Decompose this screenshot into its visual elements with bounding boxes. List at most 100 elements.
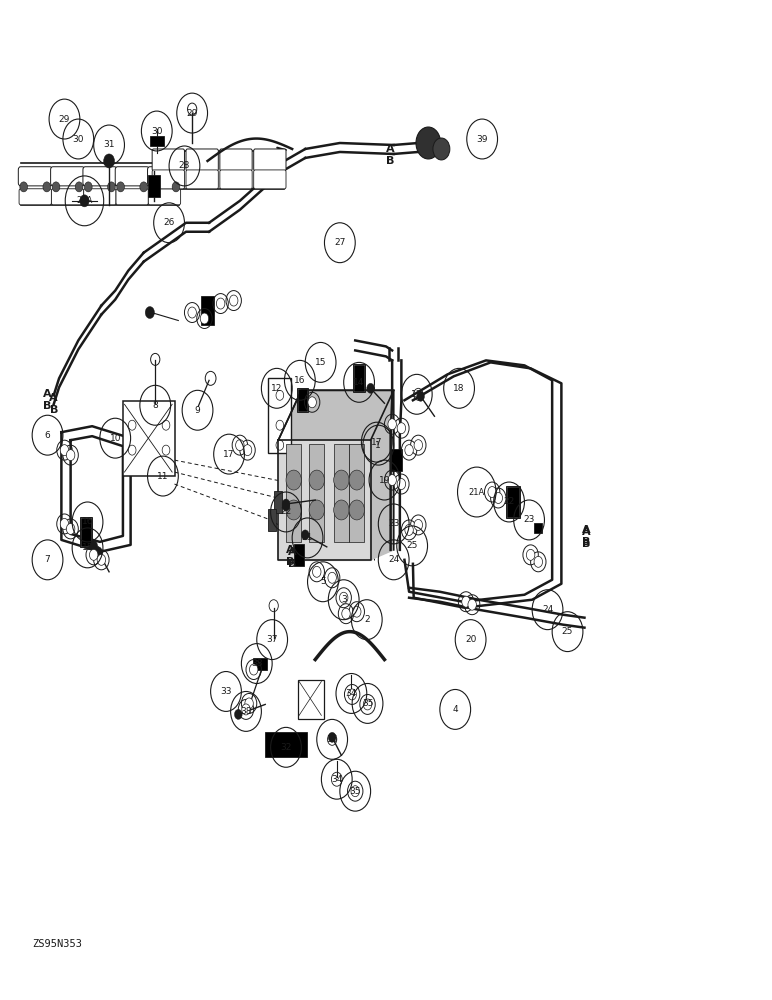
Text: 37: 37 — [266, 635, 278, 644]
Text: A: A — [581, 527, 591, 537]
Bar — [296, 388, 307, 412]
Bar — [150, 136, 164, 146]
Text: 2: 2 — [364, 615, 370, 624]
Text: 13: 13 — [411, 390, 422, 399]
Bar — [147, 175, 160, 197]
Text: 19: 19 — [379, 476, 390, 485]
Bar — [506, 487, 519, 517]
Circle shape — [43, 182, 51, 192]
Bar — [506, 486, 520, 518]
Text: 5: 5 — [320, 577, 326, 586]
Text: 15: 15 — [315, 358, 327, 367]
FancyBboxPatch shape — [220, 170, 252, 189]
Circle shape — [80, 195, 89, 207]
Text: B: B — [43, 401, 52, 411]
Circle shape — [140, 182, 147, 192]
Text: 16: 16 — [82, 517, 93, 526]
Circle shape — [90, 541, 97, 551]
Circle shape — [348, 689, 357, 700]
Circle shape — [351, 786, 360, 797]
Circle shape — [414, 519, 422, 530]
Bar — [294, 544, 303, 566]
Text: 34: 34 — [346, 689, 357, 698]
Circle shape — [103, 154, 114, 168]
Circle shape — [349, 470, 364, 490]
Circle shape — [149, 182, 157, 192]
Text: A: A — [49, 393, 58, 403]
Text: 32: 32 — [280, 743, 292, 752]
Circle shape — [172, 182, 180, 192]
Text: B: B — [582, 539, 590, 549]
Circle shape — [249, 664, 258, 675]
Circle shape — [200, 313, 208, 324]
Text: 30: 30 — [151, 127, 163, 136]
FancyBboxPatch shape — [19, 189, 52, 205]
Circle shape — [416, 127, 441, 159]
Text: 38: 38 — [251, 659, 262, 668]
Circle shape — [468, 599, 476, 610]
Text: 24: 24 — [388, 555, 399, 564]
Circle shape — [90, 549, 98, 560]
Text: B: B — [582, 537, 590, 547]
Circle shape — [328, 732, 336, 742]
Circle shape — [364, 699, 372, 710]
Circle shape — [60, 445, 69, 456]
Text: 36: 36 — [327, 735, 338, 744]
Circle shape — [309, 500, 324, 520]
Text: 28A: 28A — [76, 196, 93, 205]
Circle shape — [245, 698, 253, 709]
Bar — [286, 444, 301, 542]
Text: A: A — [43, 389, 52, 399]
FancyBboxPatch shape — [19, 167, 52, 186]
FancyBboxPatch shape — [186, 170, 218, 189]
Bar — [297, 389, 306, 411]
Text: 12: 12 — [271, 384, 283, 393]
Text: 14: 14 — [354, 378, 364, 387]
Bar — [265, 732, 307, 757]
Text: A: A — [581, 525, 591, 535]
Circle shape — [52, 182, 60, 192]
Bar — [201, 296, 214, 325]
Text: 35: 35 — [362, 699, 374, 708]
Circle shape — [128, 445, 136, 455]
Bar — [80, 517, 92, 547]
Text: A: A — [286, 545, 294, 555]
Text: 9: 9 — [195, 406, 201, 415]
Circle shape — [417, 391, 425, 401]
Text: 22: 22 — [280, 507, 292, 516]
Circle shape — [66, 523, 75, 534]
Text: 39: 39 — [476, 135, 488, 144]
Bar — [349, 444, 364, 542]
Text: 7: 7 — [45, 555, 50, 564]
Text: 24: 24 — [542, 605, 554, 614]
Circle shape — [286, 470, 301, 490]
Text: 16: 16 — [294, 376, 306, 385]
Circle shape — [488, 487, 496, 498]
Circle shape — [97, 554, 106, 565]
Circle shape — [342, 608, 350, 619]
Bar — [309, 444, 324, 542]
Text: 35: 35 — [350, 787, 361, 796]
Circle shape — [145, 307, 154, 319]
Circle shape — [243, 445, 252, 456]
Text: 4: 4 — [452, 705, 458, 714]
Circle shape — [414, 440, 422, 451]
Circle shape — [107, 182, 115, 192]
Circle shape — [433, 138, 450, 160]
Circle shape — [353, 606, 361, 617]
FancyBboxPatch shape — [186, 149, 218, 171]
FancyBboxPatch shape — [148, 189, 181, 205]
Circle shape — [462, 596, 470, 607]
Circle shape — [349, 500, 364, 520]
Circle shape — [286, 500, 301, 520]
FancyBboxPatch shape — [152, 170, 185, 189]
FancyBboxPatch shape — [116, 189, 148, 205]
FancyBboxPatch shape — [152, 149, 185, 171]
Text: 21: 21 — [302, 533, 313, 542]
Text: ZS95N353: ZS95N353 — [32, 939, 82, 949]
Circle shape — [388, 475, 396, 486]
Bar — [334, 444, 349, 542]
Text: 23: 23 — [388, 519, 399, 528]
Text: 28: 28 — [179, 161, 190, 170]
Circle shape — [527, 549, 535, 560]
